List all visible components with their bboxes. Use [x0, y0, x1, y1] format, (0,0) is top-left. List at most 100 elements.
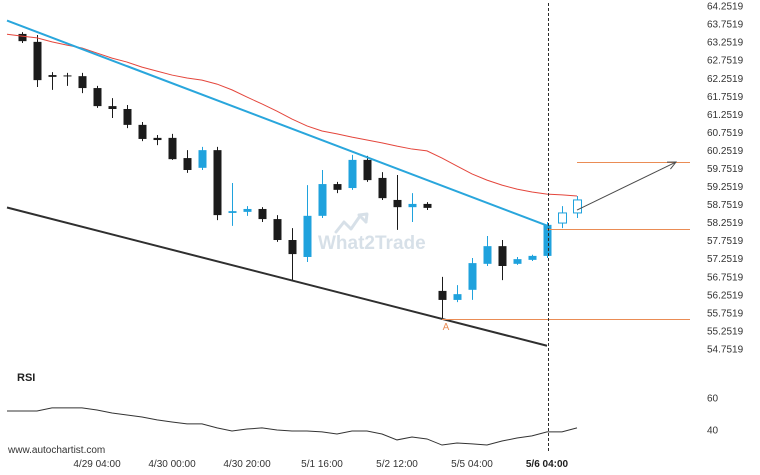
candle — [228, 182, 237, 226]
candle-body — [393, 199, 402, 208]
time-axis-label: 4/29 04:00 — [73, 459, 121, 470]
candle — [318, 169, 327, 218]
projection-arrow-line — [576, 161, 677, 211]
time-axis-label: 5/5 04:00 — [451, 459, 493, 470]
price-axis-label: 54.7519 — [707, 344, 744, 355]
candle — [513, 256, 522, 265]
rsi-axis-label: 40 — [707, 426, 719, 437]
candle — [393, 175, 402, 230]
price-axis-label: 57.2519 — [707, 254, 744, 265]
candle — [303, 185, 312, 263]
candle-body — [78, 76, 87, 89]
price-panel: A — [6, 3, 690, 452]
price-axis-label: 63.2519 — [707, 38, 744, 49]
price-axis-label: 55.7519 — [707, 308, 744, 319]
projection-arrow — [576, 161, 678, 211]
candle-body — [498, 246, 507, 266]
candle — [108, 98, 117, 119]
candle-body — [513, 259, 522, 264]
watermark-text: What2Trade — [318, 233, 426, 254]
candle — [168, 133, 177, 160]
candle — [348, 154, 357, 190]
time-axis-label: 4/30 00:00 — [148, 459, 196, 470]
price-axis-label: 57.7519 — [707, 236, 744, 247]
price-axis-label: 63.7519 — [707, 20, 744, 31]
candle-body — [543, 224, 552, 256]
candle-body — [153, 137, 162, 141]
price-axis-label: 55.2519 — [707, 326, 744, 337]
candle-body — [63, 75, 72, 77]
arrow-head-icon — [666, 161, 678, 170]
price-axis-label: 60.7519 — [707, 128, 744, 139]
candle-body — [228, 211, 237, 213]
candle — [33, 35, 42, 87]
price-axis-label: 61.7519 — [707, 92, 744, 103]
candle — [138, 121, 147, 142]
candle-body — [198, 150, 207, 168]
candle-body — [408, 203, 417, 208]
watermark: What2Trade — [318, 212, 426, 254]
price-axis-label: 61.2519 — [707, 110, 744, 121]
candle-body — [288, 240, 297, 255]
price-axis-label: 56.2519 — [707, 290, 744, 301]
candle — [543, 221, 552, 259]
candle-body — [273, 219, 282, 241]
price-axis-label: 62.7519 — [707, 56, 744, 67]
candle — [63, 72, 72, 86]
candle — [243, 206, 252, 216]
candle — [48, 72, 57, 90]
candle — [558, 206, 567, 229]
price-axis-label: 60.2519 — [707, 146, 744, 157]
candle — [198, 146, 207, 170]
candle-body — [303, 215, 312, 257]
candle-body — [378, 177, 387, 199]
candle — [78, 72, 87, 94]
candle-body — [528, 255, 537, 260]
price-axis-label: 56.7519 — [707, 272, 744, 283]
rsi-axis-label: 60 — [707, 394, 719, 405]
price-axis-label: 64.2519 — [707, 2, 744, 13]
candle — [18, 32, 27, 43]
candle — [378, 172, 387, 200]
candle — [288, 228, 297, 281]
support-trend-line — [6, 206, 548, 347]
candle-body — [18, 33, 27, 42]
candle — [93, 85, 102, 108]
candle-body — [363, 159, 372, 181]
candle-body — [138, 124, 147, 139]
time-axis-label: 5/1 16:00 — [301, 459, 343, 470]
price-axis-label: 62.2519 — [707, 74, 744, 85]
candle-body — [483, 246, 492, 264]
watermark-logo-icon — [334, 212, 369, 234]
candle — [438, 276, 447, 318]
candle — [408, 193, 417, 222]
candle-body — [438, 290, 447, 300]
candle — [153, 134, 162, 146]
candle-body — [348, 159, 357, 189]
candle-body — [183, 158, 192, 170]
candle — [573, 195, 582, 218]
candle-body — [243, 208, 252, 212]
candle — [183, 150, 192, 173]
time-axis-label: 5/6 04:00 — [526, 459, 569, 470]
candle-body — [573, 199, 582, 214]
candle — [423, 202, 432, 211]
candle-body — [108, 106, 117, 109]
candle — [333, 181, 342, 194]
candle-body — [168, 137, 177, 160]
candle — [363, 155, 372, 182]
time-axis: 4/29 04:00 4/30 00:00 4/30 20:00 5/1 16:00 5… — [73, 459, 568, 470]
candle-body — [213, 150, 222, 216]
moving-average-line — [6, 33, 578, 197]
candle — [483, 236, 492, 266]
resistance-trend-line — [6, 19, 548, 227]
candle-body — [123, 108, 132, 125]
source-text: www.autochartist.com — [7, 445, 105, 456]
candle — [468, 258, 477, 300]
candle-body — [318, 184, 327, 216]
price-axis-label: 59.2519 — [707, 182, 744, 193]
candle — [123, 105, 132, 129]
candle-body — [333, 184, 342, 190]
candle-body — [558, 212, 567, 224]
